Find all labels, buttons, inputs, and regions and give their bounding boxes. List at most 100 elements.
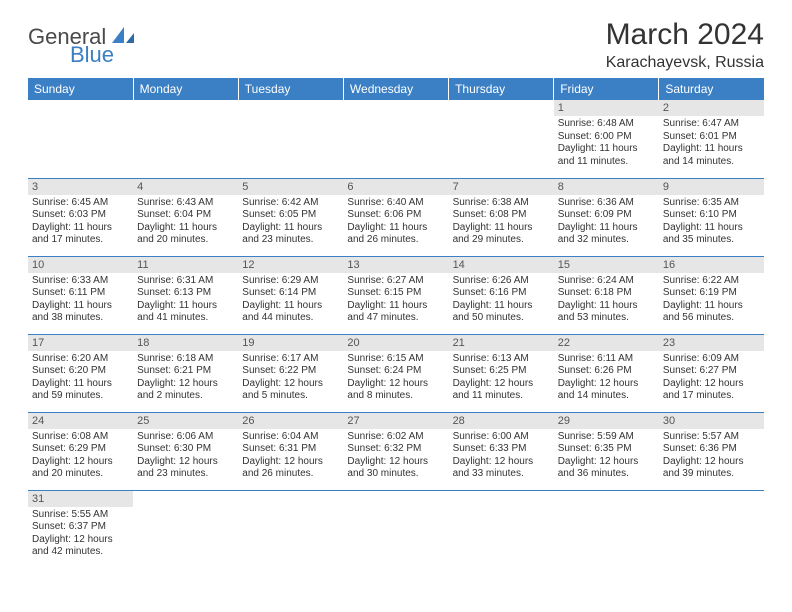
calendar-cell: 10Sunrise: 6:33 AMSunset: 6:11 PMDayligh… [28, 256, 133, 334]
sunrise-line: Sunrise: 5:59 AM [558, 431, 655, 444]
calendar-row: 24Sunrise: 6:08 AMSunset: 6:29 PMDayligh… [28, 412, 764, 490]
day-number: 14 [449, 257, 554, 273]
daylight-line: Daylight: 11 hours and 50 minutes. [453, 300, 550, 325]
calendar-cell [238, 490, 343, 568]
daylight-line: Daylight: 11 hours and 53 minutes. [558, 300, 655, 325]
sunset-line: Sunset: 6:27 PM [663, 365, 760, 378]
sunrise-line: Sunrise: 6:18 AM [137, 353, 234, 366]
day-number: 23 [659, 335, 764, 351]
daylight-line: Daylight: 11 hours and 44 minutes. [242, 300, 339, 325]
sunset-line: Sunset: 6:05 PM [242, 209, 339, 222]
calendar-body: 1Sunrise: 6:48 AMSunset: 6:00 PMDaylight… [28, 100, 764, 568]
sunset-line: Sunset: 6:36 PM [663, 443, 760, 456]
daylight-line: Daylight: 11 hours and 26 minutes. [347, 222, 444, 247]
calendar-cell: 2Sunrise: 6:47 AMSunset: 6:01 PMDaylight… [659, 100, 764, 178]
sunrise-line: Sunrise: 6:15 AM [347, 353, 444, 366]
calendar-cell [449, 100, 554, 178]
day-number: 13 [343, 257, 448, 273]
calendar-cell: 6Sunrise: 6:40 AMSunset: 6:06 PMDaylight… [343, 178, 448, 256]
sunset-line: Sunset: 6:16 PM [453, 287, 550, 300]
daylight-line: Daylight: 11 hours and 47 minutes. [347, 300, 444, 325]
sunrise-line: Sunrise: 6:27 AM [347, 275, 444, 288]
daylight-line: Daylight: 12 hours and 33 minutes. [453, 456, 550, 481]
calendar-cell: 23Sunrise: 6:09 AMSunset: 6:27 PMDayligh… [659, 334, 764, 412]
sunset-line: Sunset: 6:19 PM [663, 287, 760, 300]
calendar-cell: 19Sunrise: 6:17 AMSunset: 6:22 PMDayligh… [238, 334, 343, 412]
calendar-cell: 20Sunrise: 6:15 AMSunset: 6:24 PMDayligh… [343, 334, 448, 412]
calendar-row: 1Sunrise: 6:48 AMSunset: 6:00 PMDaylight… [28, 100, 764, 178]
day-number: 22 [554, 335, 659, 351]
day-number: 10 [28, 257, 133, 273]
day-number: 7 [449, 179, 554, 195]
sunset-line: Sunset: 6:15 PM [347, 287, 444, 300]
sunrise-line: Sunrise: 6:47 AM [663, 118, 760, 131]
day-number: 31 [28, 491, 133, 507]
day-details: Sunrise: 6:43 AMSunset: 6:04 PMDaylight:… [133, 195, 238, 249]
weekday-header: Thursday [449, 78, 554, 100]
day-number: 19 [238, 335, 343, 351]
sunrise-line: Sunrise: 6:08 AM [32, 431, 129, 444]
daylight-line: Daylight: 12 hours and 23 minutes. [137, 456, 234, 481]
daylight-line: Daylight: 11 hours and 38 minutes. [32, 300, 129, 325]
sunrise-line: Sunrise: 6:09 AM [663, 353, 760, 366]
calendar-cell: 1Sunrise: 6:48 AMSunset: 6:00 PMDaylight… [554, 100, 659, 178]
sunset-line: Sunset: 6:00 PM [558, 131, 655, 144]
sunset-line: Sunset: 6:32 PM [347, 443, 444, 456]
day-details: Sunrise: 6:20 AMSunset: 6:20 PMDaylight:… [28, 351, 133, 405]
day-number: 24 [28, 413, 133, 429]
calendar-cell [449, 490, 554, 568]
day-number: 20 [343, 335, 448, 351]
calendar-cell [28, 100, 133, 178]
day-details: Sunrise: 6:06 AMSunset: 6:30 PMDaylight:… [133, 429, 238, 483]
calendar-cell: 16Sunrise: 6:22 AMSunset: 6:19 PMDayligh… [659, 256, 764, 334]
day-number: 26 [238, 413, 343, 429]
daylight-line: Daylight: 11 hours and 32 minutes. [558, 222, 655, 247]
calendar-cell: 14Sunrise: 6:26 AMSunset: 6:16 PMDayligh… [449, 256, 554, 334]
daylight-line: Daylight: 11 hours and 20 minutes. [137, 222, 234, 247]
day-details: Sunrise: 6:36 AMSunset: 6:09 PMDaylight:… [554, 195, 659, 249]
calendar-cell: 12Sunrise: 6:29 AMSunset: 6:14 PMDayligh… [238, 256, 343, 334]
day-details: Sunrise: 6:02 AMSunset: 6:32 PMDaylight:… [343, 429, 448, 483]
calendar-cell [554, 490, 659, 568]
day-details: Sunrise: 6:48 AMSunset: 6:00 PMDaylight:… [554, 116, 659, 170]
day-number: 2 [659, 100, 764, 116]
sunset-line: Sunset: 6:04 PM [137, 209, 234, 222]
sunset-line: Sunset: 6:13 PM [137, 287, 234, 300]
day-number: 21 [449, 335, 554, 351]
month-title: March 2024 [606, 18, 764, 52]
day-number: 12 [238, 257, 343, 273]
sunrise-line: Sunrise: 6:04 AM [242, 431, 339, 444]
calendar-cell: 15Sunrise: 6:24 AMSunset: 6:18 PMDayligh… [554, 256, 659, 334]
calendar-cell: 27Sunrise: 6:02 AMSunset: 6:32 PMDayligh… [343, 412, 448, 490]
calendar-cell [133, 490, 238, 568]
day-number: 4 [133, 179, 238, 195]
sunrise-line: Sunrise: 6:06 AM [137, 431, 234, 444]
sunrise-line: Sunrise: 5:57 AM [663, 431, 760, 444]
weekday-header: Wednesday [343, 78, 448, 100]
weekday-header: Friday [554, 78, 659, 100]
day-number: 29 [554, 413, 659, 429]
day-number: 25 [133, 413, 238, 429]
calendar-cell: 4Sunrise: 6:43 AMSunset: 6:04 PMDaylight… [133, 178, 238, 256]
logo-text-blue-wrap: Blue [62, 42, 114, 68]
calendar-row: 31Sunrise: 5:55 AMSunset: 6:37 PMDayligh… [28, 490, 764, 568]
daylight-line: Daylight: 12 hours and 26 minutes. [242, 456, 339, 481]
sunset-line: Sunset: 6:37 PM [32, 521, 129, 534]
day-details: Sunrise: 6:11 AMSunset: 6:26 PMDaylight:… [554, 351, 659, 405]
day-details: Sunrise: 6:24 AMSunset: 6:18 PMDaylight:… [554, 273, 659, 327]
logo-text-blue: Blue [70, 42, 114, 67]
daylight-line: Daylight: 12 hours and 11 minutes. [453, 378, 550, 403]
location: Karachayevsk, Russia [606, 54, 764, 72]
calendar-cell: 24Sunrise: 6:08 AMSunset: 6:29 PMDayligh… [28, 412, 133, 490]
sunrise-line: Sunrise: 6:45 AM [32, 197, 129, 210]
sunset-line: Sunset: 6:21 PM [137, 365, 234, 378]
header: General March 2024 Karachayevsk, Russia [28, 18, 764, 72]
daylight-line: Daylight: 12 hours and 20 minutes. [32, 456, 129, 481]
daylight-line: Daylight: 12 hours and 2 minutes. [137, 378, 234, 403]
sunrise-line: Sunrise: 6:33 AM [32, 275, 129, 288]
day-details: Sunrise: 5:55 AMSunset: 6:37 PMDaylight:… [28, 507, 133, 561]
calendar-cell: 29Sunrise: 5:59 AMSunset: 6:35 PMDayligh… [554, 412, 659, 490]
sunrise-line: Sunrise: 6:00 AM [453, 431, 550, 444]
daylight-line: Daylight: 11 hours and 11 minutes. [558, 143, 655, 168]
sunset-line: Sunset: 6:01 PM [663, 131, 760, 144]
